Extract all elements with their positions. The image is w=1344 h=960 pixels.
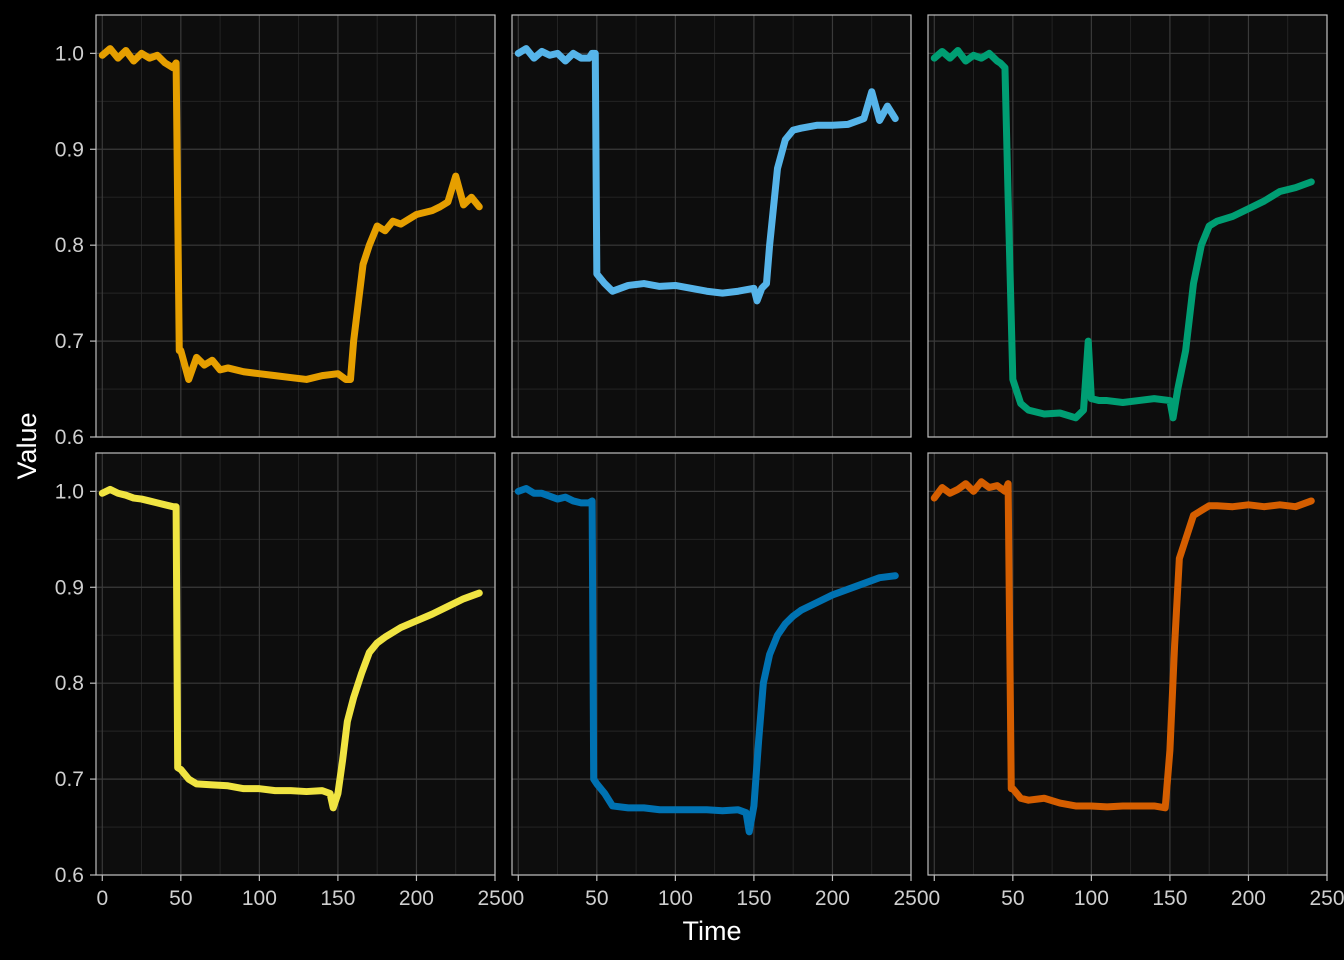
x-tick-label: 0	[928, 887, 940, 910]
panel-border	[95, 14, 496, 438]
x-axis-title: Time	[683, 916, 742, 946]
panels-layer	[95, 14, 1328, 876]
y-tick-label: 0.8	[55, 234, 84, 257]
panel-background	[928, 15, 1327, 437]
y-tick-label: 0.9	[55, 576, 84, 599]
panel-background	[512, 15, 911, 437]
series-line-panel-1	[98, 45, 483, 383]
series-line-panel-3	[930, 46, 1315, 422]
y-tick-label: 0.7	[55, 330, 84, 353]
series-line-panel-5	[514, 484, 899, 836]
y-tick-label: 0.6	[55, 426, 84, 449]
series-line-panel-4	[98, 485, 483, 812]
y-tick-label: 1.0	[55, 42, 84, 65]
series-line-panel-6	[930, 478, 1315, 812]
x-tick-label: 250	[893, 887, 928, 910]
panel-border	[511, 14, 912, 438]
x-tick-label: 50	[1001, 887, 1024, 910]
panel-border	[927, 14, 1328, 438]
y-tick-label: 0.7	[55, 768, 84, 791]
x-tick-label: 200	[815, 887, 850, 910]
x-tick-label: 50	[169, 887, 192, 910]
panel-background	[96, 15, 495, 437]
x-tick-label: 150	[736, 887, 771, 910]
x-tick-label: 250	[1309, 887, 1344, 910]
x-tick-label: 250	[477, 887, 512, 910]
panel-background	[928, 453, 1327, 875]
x-tick-label: 0	[96, 887, 108, 910]
series-line-panel-2	[514, 45, 899, 305]
panel-background	[96, 453, 495, 875]
panel-3	[927, 14, 1328, 438]
panel-background	[512, 453, 911, 875]
x-tick-label: 100	[658, 887, 693, 910]
panel-6	[927, 452, 1328, 876]
x-tick-label: 100	[242, 887, 277, 910]
panel-border	[927, 452, 1328, 876]
x-tick-label: 0	[512, 887, 524, 910]
x-tick-label: 150	[320, 887, 355, 910]
y-tick-label: 0.9	[55, 138, 84, 161]
panel-border	[511, 452, 912, 876]
x-tick-label: 100	[1074, 887, 1109, 910]
panel-border	[95, 452, 496, 876]
panel-1	[95, 14, 496, 438]
x-tick-label: 50	[585, 887, 608, 910]
x-tick-label: 150	[1152, 887, 1187, 910]
y-tick-label: 0.6	[55, 864, 84, 887]
panel-5	[511, 452, 912, 876]
panel-2	[511, 14, 912, 438]
y-axis-title: Value	[12, 412, 42, 479]
y-tick-label: 1.0	[55, 480, 84, 503]
y-tick-label: 0.8	[55, 672, 84, 695]
panel-4	[95, 452, 496, 876]
x-tick-label: 200	[1231, 887, 1266, 910]
x-tick-label: 200	[399, 887, 434, 910]
axes-layer: 0.6 0.7 0.8 0.9 1.0 0.6 0.7 0.8 0.9 1.0 0 50 100 150 2…	[55, 42, 1344, 910]
